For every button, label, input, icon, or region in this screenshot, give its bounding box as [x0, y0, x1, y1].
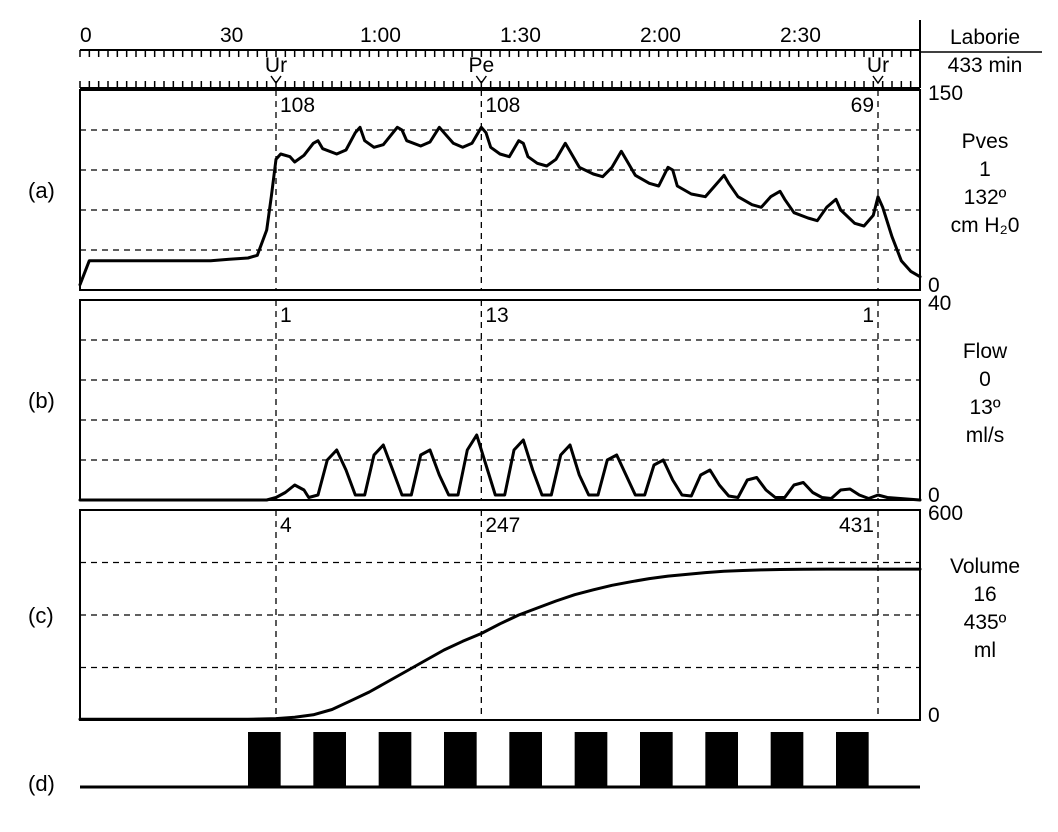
time-tick-label: 2:00: [640, 24, 681, 47]
panel-letter: (c): [28, 603, 54, 628]
total-time-label: 433 min: [948, 54, 1023, 77]
panel-right-label: ml: [974, 639, 996, 662]
marker-value: 108: [280, 94, 315, 117]
time-tick-label: 0: [80, 24, 92, 47]
emg-bar: [313, 732, 346, 787]
chart-svg: 0 30 1:00 1:30 2:00 2:30 Ur Pe Ur Laborie 433 min 1…: [10, 10, 1048, 822]
emg-bar: [444, 732, 477, 787]
panel-right-label: 435º: [964, 611, 1007, 634]
panel-right-label: 0: [979, 368, 991, 391]
panel-right-label: 1: [979, 158, 991, 181]
emg-bar: [379, 732, 412, 787]
marker-value: 13: [485, 304, 508, 327]
event-label: Ur: [265, 54, 287, 77]
panel-right-label: 132º: [964, 186, 1007, 209]
panel-right-label: Pves: [962, 130, 1009, 153]
y-max-label: 40: [928, 292, 951, 315]
marker-value: 4: [280, 514, 292, 537]
panel_c-trace: [80, 569, 920, 719]
event-marker: [873, 76, 883, 83]
emg-bar: [575, 732, 608, 787]
device-label: Laborie: [950, 26, 1020, 49]
urodynamics-chart: 0 30 1:00 1:30 2:00 2:30 Ur Pe Ur Laborie 433 min 1…: [10, 10, 1048, 822]
panel-letter: (a): [28, 178, 55, 203]
marker-value: 1: [862, 304, 874, 327]
event-label: Pe: [468, 54, 494, 77]
marker-value: 108: [485, 94, 520, 117]
emg-bar: [836, 732, 869, 787]
marker-value: 1: [280, 304, 292, 327]
event-label: Ur: [867, 54, 889, 77]
y-max-label: 600: [928, 502, 963, 525]
time-tick-label: 30: [220, 24, 243, 47]
panel_a-trace: [80, 127, 920, 284]
y-max-label: 150: [928, 82, 963, 105]
panel-right-label: cm H₂0: [951, 214, 1020, 237]
y-min-label: 0: [928, 704, 940, 727]
emg-bar: [509, 732, 542, 787]
panel-right-label: Volume: [950, 555, 1020, 578]
panel-right-label: ml/s: [966, 424, 1005, 447]
marker-value: 69: [851, 94, 874, 117]
panel_b-frame: [80, 300, 920, 500]
panel-right-label: Flow: [963, 340, 1008, 363]
emg-bar: [771, 732, 804, 787]
marker-value: 431: [839, 514, 874, 537]
marker-value: 247: [485, 514, 520, 537]
time-tick-label: 2:30: [780, 24, 821, 47]
panel_b-trace: [80, 435, 920, 500]
time-tick-label: 1:30: [500, 24, 541, 47]
panel-letter: (d): [28, 771, 55, 796]
panel-right-label: 13º: [969, 396, 1000, 419]
emg-bar: [248, 732, 281, 787]
emg-bar: [705, 732, 738, 787]
time-tick-label: 1:00: [360, 24, 401, 47]
emg-bar: [640, 732, 673, 787]
panel-right-label: 16: [973, 583, 996, 606]
panel-letter: (b): [28, 388, 55, 413]
